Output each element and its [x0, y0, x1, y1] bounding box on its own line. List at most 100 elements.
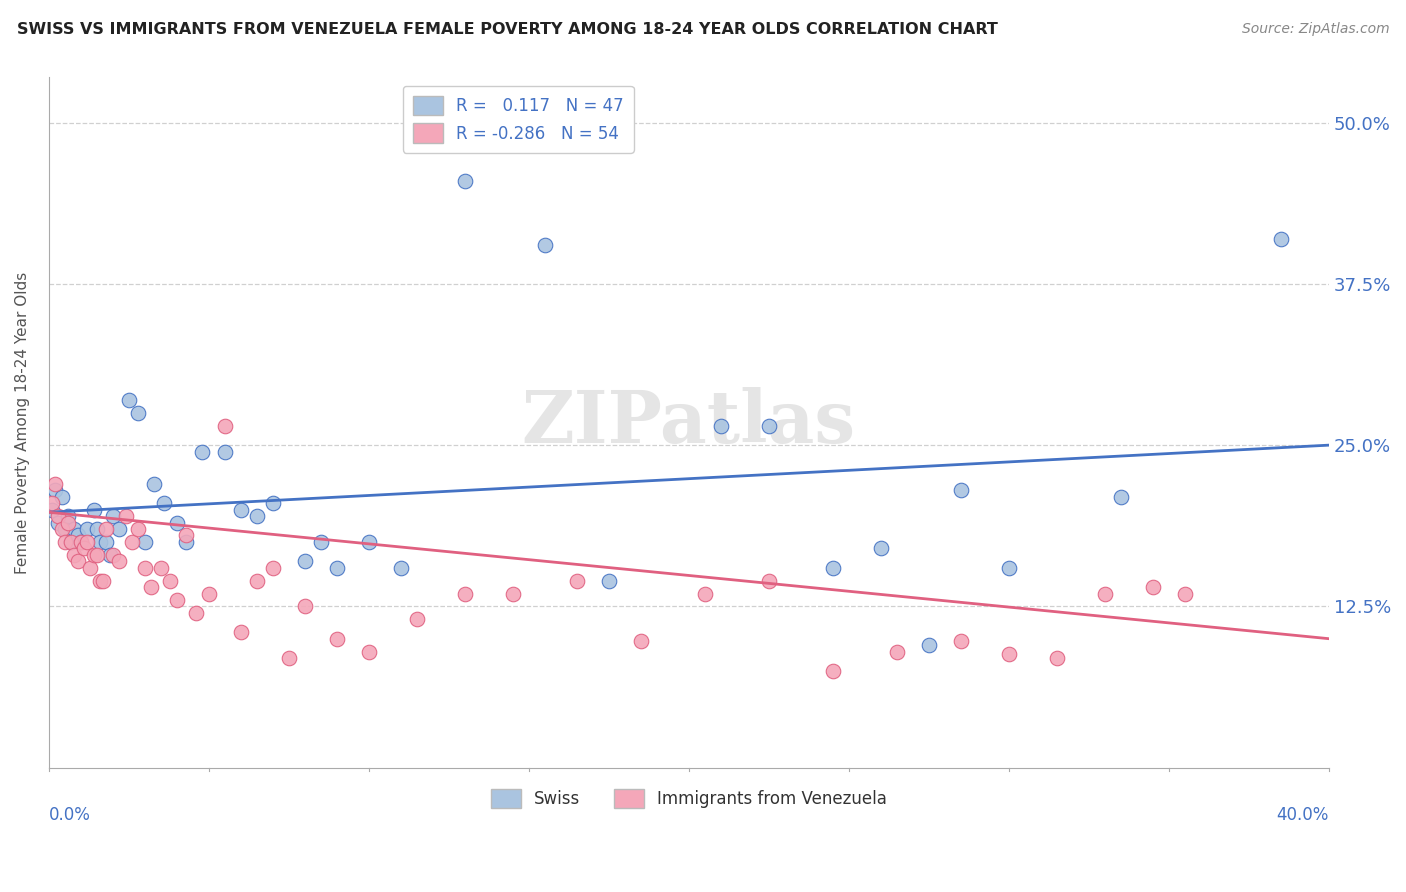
Point [821, 664, 844, 678]
Point [134, 560, 156, 574]
Point [184, 606, 207, 620]
Point [326, 632, 349, 646]
Point [309, 535, 332, 549]
Point [229, 502, 252, 516]
Point [454, 174, 477, 188]
Point [1109, 490, 1132, 504]
Point [89, 574, 111, 588]
Point [197, 586, 219, 600]
Point [918, 638, 941, 652]
Point [405, 612, 427, 626]
Point [533, 238, 555, 252]
Point [326, 560, 349, 574]
Point [86, 522, 108, 536]
Point [262, 496, 284, 510]
Point [598, 574, 620, 588]
Point [758, 418, 780, 433]
Point [44, 476, 66, 491]
Point [51, 522, 73, 536]
Legend: Swiss, Immigrants from Venezuela: Swiss, Immigrants from Venezuela [484, 782, 893, 814]
Point [262, 560, 284, 574]
Point [214, 418, 236, 433]
Point [997, 560, 1019, 574]
Point [166, 593, 188, 607]
Point [76, 522, 98, 536]
Point [48, 509, 70, 524]
Point [357, 535, 380, 549]
Point [118, 392, 141, 407]
Point [60, 535, 83, 549]
Point [758, 574, 780, 588]
Point [127, 522, 149, 536]
Point [83, 502, 105, 516]
Point [159, 574, 181, 588]
Point [114, 509, 136, 524]
Point [127, 406, 149, 420]
Point [454, 586, 477, 600]
Point [176, 535, 198, 549]
Point [51, 490, 73, 504]
Point [246, 509, 269, 524]
Point [48, 516, 70, 530]
Point [886, 644, 908, 658]
Text: ZIPatlas: ZIPatlas [522, 387, 856, 458]
Point [83, 548, 105, 562]
Point [565, 574, 588, 588]
Point [73, 541, 96, 556]
Y-axis label: Female Poverty Among 18-24 Year Olds: Female Poverty Among 18-24 Year Olds [15, 271, 30, 574]
Point [166, 516, 188, 530]
Point [1142, 580, 1164, 594]
Point [214, 444, 236, 458]
Point [1270, 232, 1292, 246]
Text: SWISS VS IMMIGRANTS FROM VENEZUELA FEMALE POVERTY AMONG 18-24 YEAR OLDS CORRELAT: SWISS VS IMMIGRANTS FROM VENEZUELA FEMAL… [17, 22, 998, 37]
Point [108, 554, 131, 568]
Point [357, 644, 380, 658]
Point [108, 522, 131, 536]
Point [389, 560, 412, 574]
Point [69, 535, 91, 549]
Point [91, 574, 114, 588]
Point [63, 522, 86, 536]
Text: 0.0%: 0.0% [49, 805, 90, 823]
Point [56, 509, 79, 524]
Point [134, 535, 156, 549]
Point [96, 522, 118, 536]
Point [63, 548, 86, 562]
Point [89, 535, 111, 549]
Point [821, 560, 844, 574]
Point [153, 496, 176, 510]
Point [294, 554, 316, 568]
Point [949, 634, 972, 648]
Point [53, 535, 76, 549]
Point [101, 509, 124, 524]
Point [869, 541, 891, 556]
Point [44, 483, 66, 498]
Point [86, 548, 108, 562]
Text: 40.0%: 40.0% [1277, 805, 1329, 823]
Point [98, 548, 121, 562]
Point [53, 522, 76, 536]
Point [143, 476, 166, 491]
Point [229, 625, 252, 640]
Point [69, 535, 91, 549]
Point [60, 535, 83, 549]
Point [41, 502, 63, 516]
Point [294, 599, 316, 614]
Point [1174, 586, 1197, 600]
Point [79, 560, 101, 574]
Text: Source: ZipAtlas.com: Source: ZipAtlas.com [1241, 22, 1389, 37]
Point [277, 651, 299, 665]
Point [630, 634, 652, 648]
Point [76, 535, 98, 549]
Point [66, 528, 89, 542]
Point [246, 574, 269, 588]
Point [693, 586, 716, 600]
Point [56, 516, 79, 530]
Point [176, 528, 198, 542]
Point [997, 647, 1019, 661]
Point [41, 496, 63, 510]
Point [149, 560, 172, 574]
Point [66, 554, 89, 568]
Point [96, 535, 118, 549]
Point [502, 586, 524, 600]
